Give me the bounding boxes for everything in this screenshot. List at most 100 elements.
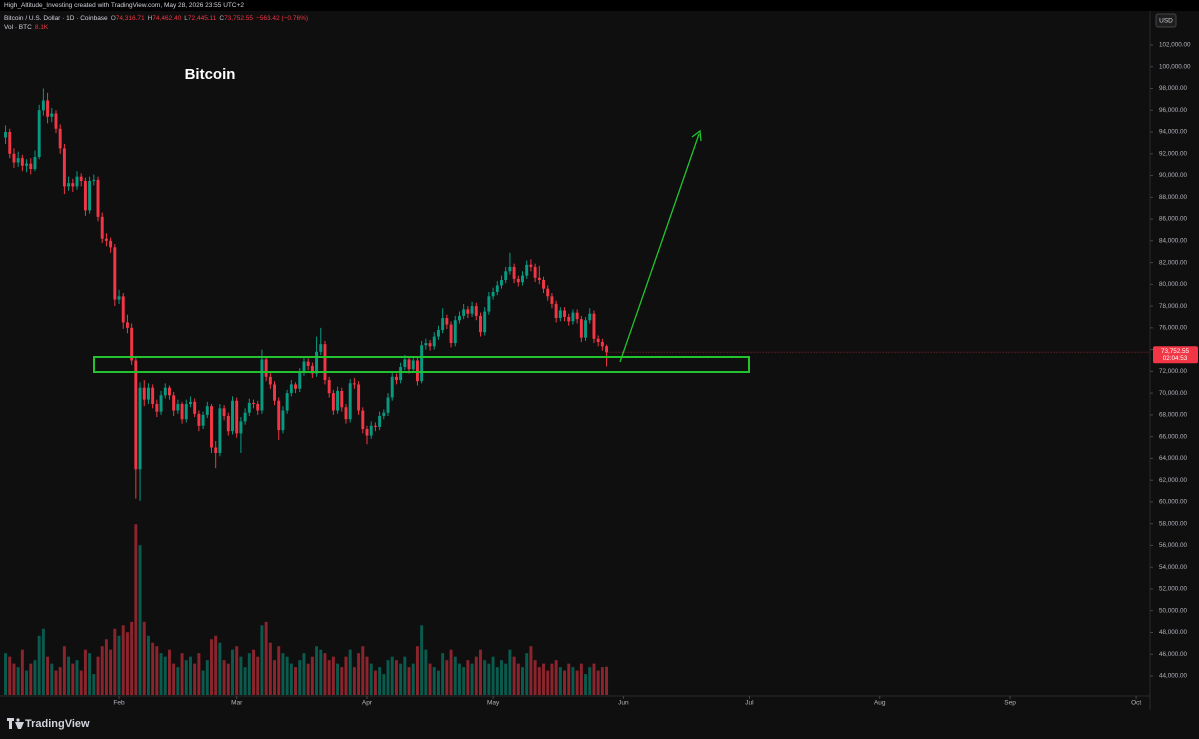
volume-bar: [172, 663, 176, 695]
volume-bar: [197, 653, 201, 695]
volume-bar: [104, 639, 108, 695]
volume-bar: [100, 646, 104, 695]
volume-bar: [109, 649, 113, 695]
volume-bar: [323, 653, 327, 695]
volume-bar: [336, 663, 340, 695]
y-tick-label: 64,000.00: [1159, 455, 1188, 462]
y-tick-label: 92,000.00: [1159, 150, 1188, 157]
volume-bar: [205, 660, 209, 695]
volume-bar: [289, 663, 293, 695]
volume-legend: Vol · BTC 8.1K: [4, 24, 51, 31]
candle-body: [142, 387, 146, 400]
volume-bar: [558, 667, 562, 695]
volume-bar: [130, 621, 134, 695]
candle-body: [386, 397, 390, 413]
y-tick-label: 52,000.00: [1159, 586, 1188, 593]
volume-bar: [189, 656, 192, 695]
candle-body: [167, 387, 171, 396]
candle-body: [33, 157, 37, 170]
volume-bar: [222, 660, 226, 695]
candle-body: [231, 400, 234, 432]
volume-bar: [167, 649, 171, 695]
candle-body: [134, 360, 138, 470]
volume-bar: [340, 667, 344, 695]
candle-body: [104, 238, 108, 241]
volume-bar: [113, 628, 117, 695]
volume-bar: [96, 656, 100, 695]
ohlc-value: 74,462.40: [152, 15, 182, 22]
volume-bar: [449, 649, 453, 695]
y-tick-label: 66,000.00: [1159, 433, 1188, 440]
brand: TradingView: [25, 718, 90, 730]
volume-bar: [428, 663, 432, 695]
candle-body: [558, 310, 562, 319]
candle-body: [352, 383, 356, 385]
volume-bar: [369, 663, 373, 695]
ohlc-value: 74,316.71: [115, 15, 145, 22]
volume-bar: [50, 663, 54, 695]
candle-body: [239, 421, 243, 434]
volume-bar: [163, 656, 167, 695]
candle-body: [235, 400, 239, 434]
candle-body: [436, 330, 440, 337]
candle-body: [495, 285, 499, 292]
volume-bar: [365, 656, 369, 695]
volume-bar: [352, 667, 356, 695]
candle-body: [155, 404, 159, 412]
candle-body: [344, 407, 348, 420]
candle-body: [176, 404, 180, 411]
volume-bar: [294, 667, 298, 695]
candle-body: [596, 338, 600, 343]
volume-bar: [411, 663, 415, 695]
plot: [4, 88, 609, 695]
volume-bar: [151, 642, 155, 695]
volume-bar: [563, 670, 567, 695]
candle-body: [268, 376, 272, 385]
volume-bar: [432, 667, 436, 695]
y-tick-label: 82,000.00: [1159, 259, 1188, 266]
volume-bar: [92, 674, 96, 695]
candle-body: [41, 100, 45, 111]
volume-bar: [88, 653, 92, 695]
volume-bar: [331, 656, 335, 695]
candle-body: [193, 401, 197, 414]
y-tick-label: 90,000.00: [1159, 172, 1188, 179]
brand-logo-dot: [16, 718, 20, 722]
candle-body: [83, 180, 87, 211]
candle-body: [415, 360, 419, 382]
volume-bar: [176, 667, 180, 695]
candle-body: [445, 318, 449, 325]
x-tick-label: Oct: [1131, 700, 1141, 707]
candle-body: [331, 393, 335, 411]
candle-body: [46, 100, 50, 117]
candle-body: [592, 313, 596, 339]
candle-body: [37, 110, 41, 158]
volume-bar: [83, 649, 87, 695]
volume-key: Vol · BTC: [4, 24, 32, 31]
candle-body: [264, 359, 268, 377]
attribution-text: High_Altitude_Investing created with Tra…: [4, 2, 244, 9]
candle-body: [71, 183, 75, 187]
volume-bar: [16, 667, 20, 695]
volume-bar: [285, 656, 289, 695]
volume-bar: [470, 663, 474, 695]
volume-bar: [420, 625, 424, 695]
volume-bar: [479, 649, 482, 695]
volume-bar: [508, 649, 512, 695]
candle-body: [277, 400, 281, 431]
y-tick-label: 62,000.00: [1159, 477, 1188, 484]
support-zone: [93, 356, 750, 373]
volume-bar: [596, 670, 600, 695]
volume-bar: [403, 656, 407, 695]
volume-bar: [361, 646, 365, 695]
x-tick-label: Mar: [231, 700, 243, 707]
y-tick-label: 76,000.00: [1159, 325, 1188, 332]
candle-body: [20, 158, 24, 166]
volume-bar: [121, 625, 125, 695]
ohlc-key: H: [147, 15, 153, 22]
price-tag-countdown: 02:04:53: [1163, 355, 1188, 362]
volume-bar: [441, 653, 445, 695]
volume-bar: [525, 653, 529, 695]
volume-bar: [125, 632, 129, 695]
volume-bar: [378, 667, 382, 695]
